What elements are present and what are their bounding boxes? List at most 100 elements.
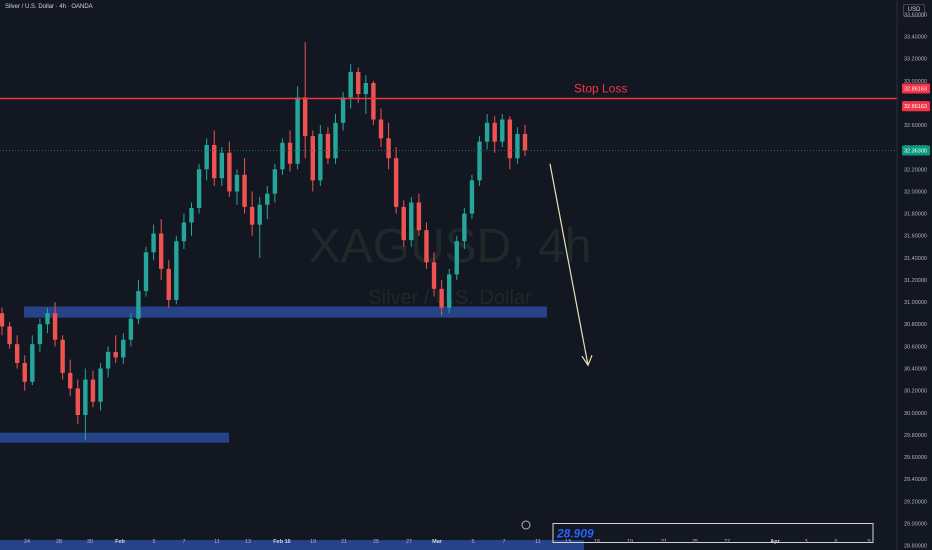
candle-body bbox=[249, 206, 255, 225]
candle bbox=[234, 169, 240, 205]
time-tick-label: 27 bbox=[406, 539, 412, 545]
candle-body bbox=[492, 122, 497, 142]
time-tick-label: 28 bbox=[56, 539, 62, 545]
candle bbox=[416, 193, 422, 236]
time-tick-label: Apr bbox=[770, 539, 780, 545]
time-tick-label: Feb 16 bbox=[273, 539, 290, 545]
candle-body bbox=[302, 97, 308, 137]
time-tick-label: 21 bbox=[661, 539, 667, 545]
candle-body bbox=[174, 241, 179, 300]
candle-body bbox=[515, 133, 520, 159]
candle-body bbox=[325, 133, 331, 159]
candle-body bbox=[363, 82, 369, 95]
candle bbox=[287, 130, 293, 172]
candle bbox=[113, 335, 118, 363]
candle-body bbox=[484, 122, 490, 142]
price-tick-label: 29.00000 bbox=[904, 521, 927, 527]
price-tick-label: 31.80000 bbox=[904, 212, 927, 218]
target-box[interactable] bbox=[552, 523, 874, 544]
candle-body bbox=[393, 158, 399, 207]
candle bbox=[386, 122, 391, 170]
projection-arrow[interactable] bbox=[549, 163, 589, 366]
candle bbox=[257, 196, 262, 258]
candle-body bbox=[0, 313, 5, 327]
candle-body bbox=[431, 262, 437, 289]
candle bbox=[348, 64, 353, 109]
price-tick-label: 33.40000 bbox=[904, 35, 927, 41]
candle-body bbox=[272, 169, 278, 194]
time-tick-label: 13 bbox=[565, 539, 571, 545]
candle bbox=[37, 318, 43, 352]
candle bbox=[174, 235, 179, 305]
currency-selector-button[interactable]: USD bbox=[903, 4, 925, 17]
candle-body bbox=[83, 379, 88, 415]
candle-body bbox=[454, 241, 459, 275]
time-tick-label: 30 bbox=[87, 539, 93, 545]
price-tick-label: 32.20000 bbox=[904, 167, 927, 173]
event-marker[interactable] bbox=[521, 520, 531, 530]
price-tick-label: 31.40000 bbox=[904, 256, 927, 262]
candle-body bbox=[121, 339, 126, 358]
candle-body bbox=[37, 324, 43, 345]
target-label: 28.909 bbox=[556, 527, 594, 541]
price-tick-label: 30.40000 bbox=[904, 367, 927, 373]
candle-body bbox=[151, 233, 156, 253]
candle-body bbox=[401, 206, 406, 241]
support-zone-1 bbox=[24, 306, 547, 318]
price-tick-label: 30.80000 bbox=[904, 322, 927, 328]
candle bbox=[181, 213, 187, 249]
price-tick-label: 33.20000 bbox=[904, 57, 927, 63]
price-badge-label: 32.86163 bbox=[904, 104, 927, 110]
price-tick-label: 32.00000 bbox=[904, 189, 927, 195]
candle bbox=[151, 224, 156, 261]
time-tick-label: 7 bbox=[182, 539, 185, 545]
price-tick-label: 31.60000 bbox=[904, 234, 927, 240]
candle-body bbox=[280, 142, 285, 170]
candle bbox=[265, 185, 270, 220]
candle bbox=[121, 333, 126, 365]
candle bbox=[219, 147, 225, 186]
price-tick-label: 30.00000 bbox=[904, 411, 927, 417]
candle bbox=[515, 127, 520, 164]
price-tick-label: 31.20000 bbox=[904, 278, 927, 284]
price-tick-label: 29.60000 bbox=[904, 455, 927, 461]
candle bbox=[500, 113, 505, 148]
candle-body bbox=[14, 344, 20, 363]
candle-body bbox=[234, 174, 240, 192]
candle-body bbox=[356, 71, 361, 95]
candle-body bbox=[507, 119, 513, 159]
candle-body bbox=[469, 180, 475, 214]
candle bbox=[477, 136, 482, 186]
candle-body bbox=[52, 313, 58, 340]
candle bbox=[333, 113, 338, 164]
candle bbox=[310, 130, 315, 192]
candle-body bbox=[409, 202, 414, 241]
candle bbox=[0, 307, 5, 336]
candle bbox=[128, 313, 134, 347]
candle bbox=[484, 113, 490, 150]
price-badge-label: 32.86163 bbox=[904, 87, 927, 93]
candle-body bbox=[340, 97, 346, 123]
candle-body bbox=[371, 82, 376, 120]
candle bbox=[45, 307, 50, 334]
candle-body bbox=[424, 230, 429, 263]
candle-body bbox=[181, 222, 187, 242]
candle bbox=[439, 279, 444, 316]
candle bbox=[227, 141, 232, 197]
time-tick-label: 21 bbox=[341, 539, 347, 545]
candle-body bbox=[242, 174, 247, 207]
candle-body bbox=[462, 213, 467, 242]
candle bbox=[295, 86, 300, 170]
price-badge-bg bbox=[902, 101, 930, 112]
candle bbox=[272, 163, 278, 203]
candle bbox=[378, 108, 384, 148]
time-tick-label: 5 bbox=[471, 539, 474, 545]
candle bbox=[393, 147, 399, 214]
projection-arrow-head bbox=[581, 354, 593, 367]
price-tick-label: 33.60000 bbox=[904, 12, 927, 18]
watermark-symbol: XAGUSD, 4h bbox=[309, 220, 592, 273]
time-tick-label: 9 bbox=[867, 539, 870, 545]
candle bbox=[68, 359, 73, 397]
candle bbox=[189, 202, 194, 236]
